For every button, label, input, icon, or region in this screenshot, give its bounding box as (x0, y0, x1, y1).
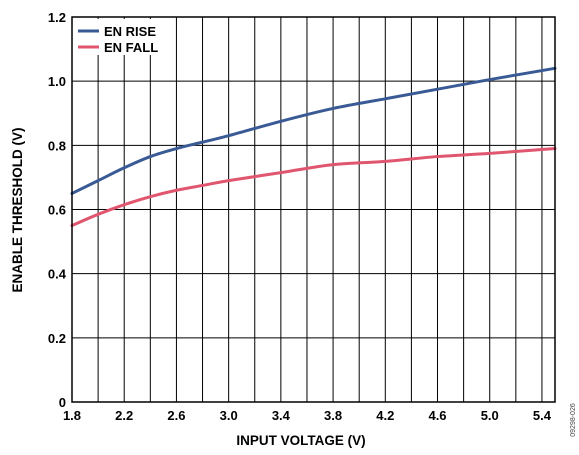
legend-box (74, 19, 172, 55)
y-tick-label: 0 (59, 395, 66, 410)
y-tick-label: 0.2 (48, 331, 66, 346)
x-tick-label: 2.6 (167, 408, 185, 423)
x-tick-label: 5.0 (481, 408, 499, 423)
x-tick-label: 3.0 (220, 408, 238, 423)
y-tick-label: 1.0 (48, 74, 66, 89)
series-line-1 (70, 66, 557, 195)
plot-frame (71, 16, 556, 403)
grid-lines (72, 17, 555, 402)
legend-label: EN RISE (104, 24, 156, 39)
x-tick-label: 2.2 (115, 408, 133, 423)
x-tick-label: 3.4 (272, 408, 291, 423)
x-tick-label: 3.8 (324, 408, 342, 423)
y-tick-label: 0.6 (48, 203, 66, 218)
x-axis-label: INPUT VOLTAGE (V) (236, 433, 365, 448)
y-axis-label: ENABLE THRESHOLD (V) (10, 128, 25, 293)
y-tick-label: 0.8 (48, 138, 66, 153)
x-tick-labels: 1.8 2.2 2.6 3.0 3.4 3.8 4.2 4.6 5.0 5.4 (63, 408, 552, 423)
x-tick-label: 4.6 (428, 408, 446, 423)
x-tick-label: 5.4 (533, 408, 552, 423)
series-line-2 (70, 147, 557, 228)
x-tick-label: 1.8 (63, 408, 81, 423)
y-tick-label: 1.2 (48, 10, 66, 25)
y-tick-labels: 0 0.2 0.4 0.6 0.8 1.0 1.2 (48, 10, 67, 410)
figure-id: 09298-026 (570, 403, 577, 437)
legend-label: EN FALL (104, 40, 158, 55)
y-tick-label: 0.4 (48, 267, 67, 282)
series-lines (70, 66, 557, 228)
x-tick-label: 4.2 (376, 408, 394, 423)
